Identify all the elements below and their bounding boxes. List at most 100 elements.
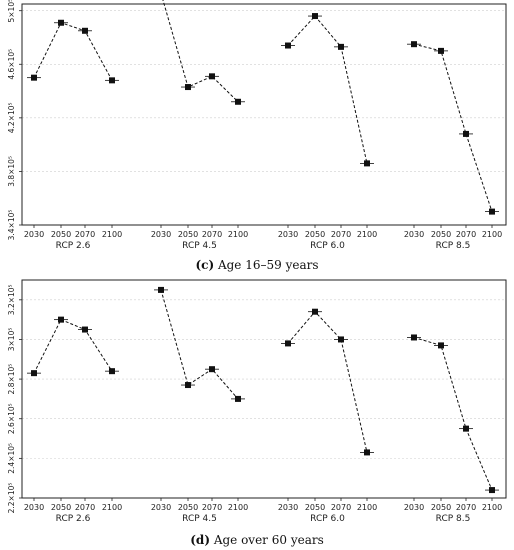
group-label: RCP 2.6 [56, 241, 91, 250]
x-tick-label: 2050 [51, 503, 71, 512]
x-tick-label: 2030 [278, 230, 298, 239]
data-point [235, 98, 241, 105]
data-point [31, 370, 37, 377]
data-point [82, 27, 88, 34]
data-point [463, 425, 469, 432]
group-label: RCP 6.0 [310, 241, 345, 250]
y-tick-label: 3.8×10⁵ [7, 156, 16, 187]
data-point [285, 340, 291, 347]
x-tick-label: 2070 [75, 503, 95, 512]
group-label: RCP 2.6 [56, 514, 91, 524]
data-point [489, 208, 495, 215]
data-point [109, 77, 115, 84]
data-point [338, 336, 344, 343]
x-tick-label: 2030 [24, 503, 44, 512]
x-tick-label: 2100 [102, 503, 122, 512]
caption-c-letter: (c) [195, 258, 215, 272]
x-tick-label: 2100 [357, 503, 377, 512]
data-point [235, 395, 241, 402]
series-line-0 [33, 22, 113, 81]
caption-c-text: Age 16–59 years [214, 258, 319, 272]
x-tick-label: 2100 [228, 503, 248, 512]
x-tick-label: 2050 [431, 230, 451, 239]
data-point [58, 19, 64, 26]
x-tick-label: 2050 [305, 230, 325, 239]
x-tick-label: 2100 [102, 230, 122, 239]
y-tick-label: 2.2×10⁵ [7, 483, 16, 514]
y-tick-label: 2.4×10⁵ [7, 443, 16, 474]
data-point [209, 73, 215, 80]
y-tick-label: 3.4×10⁵ [7, 210, 16, 241]
x-tick-label: 2030 [278, 503, 298, 512]
x-tick-label: 2030 [404, 230, 424, 239]
caption-d: (d) Age over 60 years [0, 533, 514, 547]
data-point [411, 41, 417, 48]
y-tick-label: 3×10⁵ [7, 328, 16, 352]
x-tick-label: 2030 [404, 503, 424, 512]
caption-d-text: Age over 60 years [210, 533, 324, 547]
x-tick-label: 2030 [151, 230, 171, 239]
caption-c: (c) Age 16–59 years [0, 258, 514, 272]
data-point [158, 286, 164, 293]
x-tick-label: 2100 [357, 230, 377, 239]
data-point [185, 84, 191, 91]
group-label: RCP 4.5 [182, 241, 217, 250]
series-line-3 [413, 336, 493, 491]
data-point [338, 43, 344, 50]
data-point [82, 326, 88, 333]
data-point [463, 130, 469, 137]
plot-frame [21, 3, 507, 226]
data-point [185, 382, 191, 389]
data-point [58, 316, 64, 323]
chart-age-over-60: 2.2×10⁵ 2.4×10⁵ 2.6×10⁵ 2.8×10⁵ 3×10⁵ 3.2×10⁵… [7, 279, 507, 524]
data-point [438, 47, 444, 54]
data-point [285, 42, 291, 49]
x-tick-label: 2100 [482, 230, 502, 239]
chart-age-16-59: 3.4×10⁵ 3.8×10⁵ 4.2×10⁵ 4.6×10⁵ 5×10⁵ 2030 205… [7, 0, 507, 250]
series-line-1 [162, 0, 239, 103]
x-tick-label: 2070 [456, 230, 476, 239]
x-tick-label: 2050 [178, 503, 198, 512]
series-line-0 [33, 318, 113, 374]
x-tick-label: 2070 [456, 503, 476, 512]
data-point [364, 449, 370, 456]
series-line-2 [287, 15, 368, 164]
series-line-1 [160, 289, 239, 400]
x-tick-label: 2030 [24, 230, 44, 239]
group-label: RCP 4.5 [182, 514, 217, 524]
x-tick-label: 2070 [331, 230, 351, 239]
x-tick-label: 2050 [51, 230, 71, 239]
caption-d-letter: (d) [190, 533, 210, 547]
x-tick-label: 2050 [305, 503, 325, 512]
plot-frame [21, 279, 507, 499]
data-point [312, 308, 318, 315]
data-point [31, 74, 37, 81]
data-point [411, 334, 417, 341]
data-point [364, 160, 370, 167]
x-tick-label: 2100 [228, 230, 248, 239]
x-tick-label: 2070 [331, 503, 351, 512]
data-point [489, 487, 495, 494]
x-tick-label: 2050 [431, 503, 451, 512]
x-tick-label: 2050 [178, 230, 198, 239]
y-tick-label: 4.2×10⁵ [7, 102, 16, 133]
y-tick-label: 4.6×10⁵ [7, 49, 16, 80]
y-tick-label: 2.6×10⁵ [7, 403, 16, 434]
data-point [109, 368, 115, 375]
data-point [312, 13, 318, 20]
x-tick-label: 2070 [202, 230, 222, 239]
y-tick-label: 2.8×10⁵ [7, 364, 16, 395]
y-tick-label: 3.2×10⁵ [7, 284, 16, 315]
data-point [438, 342, 444, 349]
x-tick-label: 2100 [482, 503, 502, 512]
x-tick-label: 2070 [75, 230, 95, 239]
x-tick-label: 2070 [202, 503, 222, 512]
group-label: RCP 8.5 [436, 514, 471, 524]
series-line-2 [287, 310, 368, 453]
group-label: RCP 6.0 [310, 514, 345, 524]
data-point [209, 366, 215, 373]
y-tick-label: 5×10⁵ [7, 0, 16, 23]
group-label: RCP 8.5 [436, 241, 471, 250]
series-line-3 [413, 43, 493, 212]
x-tick-label: 2030 [151, 503, 171, 512]
